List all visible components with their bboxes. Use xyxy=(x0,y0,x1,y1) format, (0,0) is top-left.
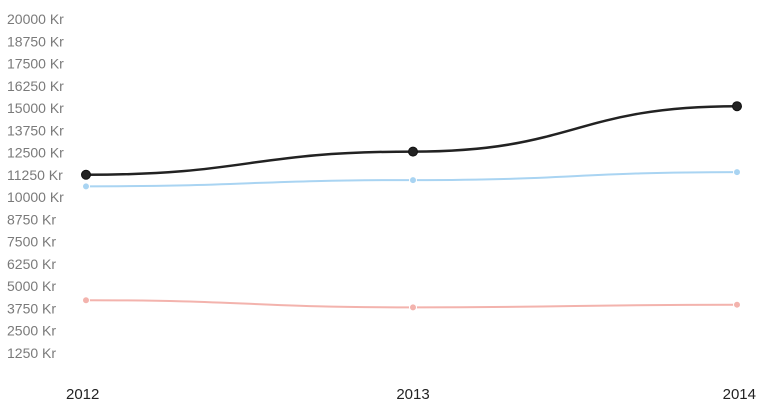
y-tick-label: 7500 Kr xyxy=(7,234,56,250)
data-point xyxy=(82,182,90,191)
y-tick-label: 6250 Kr xyxy=(7,256,56,272)
y-tick-label: 10000 Kr xyxy=(7,189,64,205)
y-tick-label: 16250 Kr xyxy=(7,78,64,94)
y-tick-label: 5000 Kr xyxy=(7,278,56,294)
y-tick-label: 12500 Kr xyxy=(7,145,64,161)
series-0 xyxy=(81,101,742,180)
y-tick-label: 2500 Kr xyxy=(7,323,56,339)
y-tick-label: 3750 Kr xyxy=(7,300,56,316)
x-tick-label: 2012 xyxy=(66,386,99,402)
y-axis: 1250 Kr 2500 Kr 3750 Kr 5000 Kr 6250 Kr 7500 … xyxy=(7,11,64,361)
y-tick-label: 15000 Kr xyxy=(7,100,64,116)
y-tick-label: 20000 Kr xyxy=(7,11,64,27)
y-tick-label: 11250 Kr xyxy=(7,167,63,183)
y-tick-label: 18750 Kr xyxy=(7,33,64,49)
x-tick-label: 2014 xyxy=(723,386,756,402)
data-point xyxy=(732,101,742,112)
data-point xyxy=(409,176,417,185)
data-point xyxy=(409,303,417,312)
data-point xyxy=(408,146,418,157)
data-point xyxy=(733,168,741,177)
x-axis: 2012 2013 2014 xyxy=(66,386,756,402)
y-tick-label: 17500 Kr xyxy=(7,56,64,72)
y-tick-label: 8750 Kr xyxy=(7,211,56,227)
x-tick-label: 2013 xyxy=(396,386,429,402)
data-point xyxy=(81,169,91,180)
series-2 xyxy=(82,296,741,312)
y-tick-label: 1250 Kr xyxy=(7,345,56,361)
data-point xyxy=(733,300,741,309)
y-tick-label: 13750 Kr xyxy=(7,122,64,138)
series-line xyxy=(84,104,739,176)
data-point xyxy=(82,296,90,305)
series-1 xyxy=(82,168,741,191)
